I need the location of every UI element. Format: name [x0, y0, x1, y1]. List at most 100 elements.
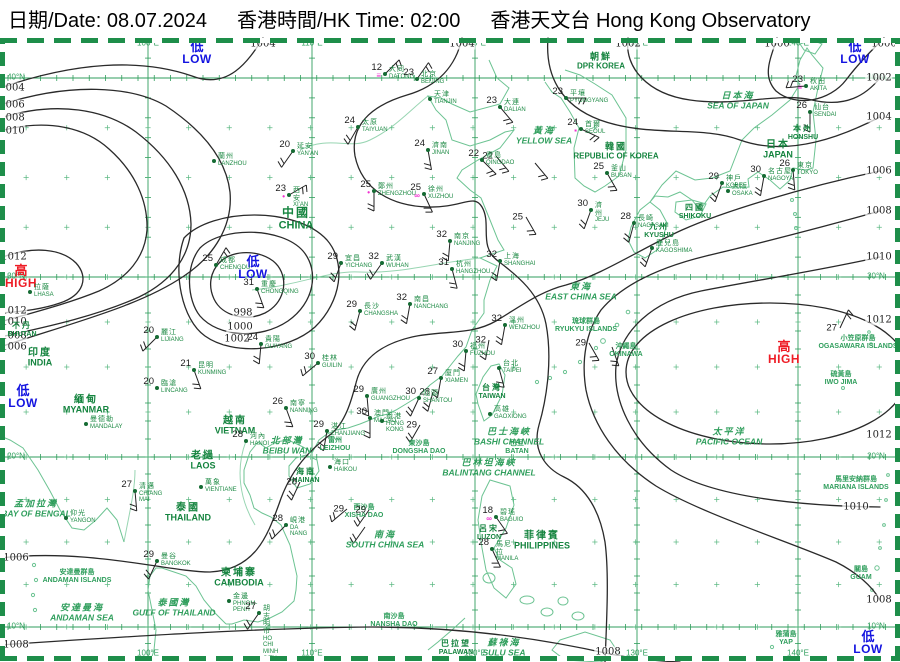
- wind-barb-shaft: [447, 240, 451, 261]
- wind-barb-shaft: [485, 339, 490, 360]
- wind-barb-feather: [803, 128, 811, 133]
- wind-barb-shaft: [499, 106, 514, 123]
- wind-barb-feather: [499, 167, 507, 171]
- wind-barb-shaft: [760, 175, 765, 196]
- map-border-left: [0, 38, 5, 660]
- island-mariana-chain: [769, 473, 890, 650]
- wind-barb-feather: [252, 359, 260, 365]
- wind-barb-feather: [317, 446, 324, 452]
- wind-barb-feather: [496, 381, 504, 384]
- wind-barb-shaft: [357, 509, 370, 527]
- wind-barb-feather: [423, 163, 431, 166]
- wind-barb-feather: [285, 425, 293, 428]
- wind-barb-feather: [407, 406, 413, 413]
- wind-barb-feather: [253, 355, 260, 360]
- river-yangtze: [251, 257, 481, 291]
- isobar-1004-japan: [546, 37, 881, 148]
- title-date: 日期/Date: 08.07.2024: [8, 10, 208, 32]
- wind-barb-feather: [395, 62, 399, 70]
- wind-barb-shaft: [193, 369, 202, 389]
- wind-barb-feather: [255, 302, 263, 305]
- border-vietnam-laos: [239, 440, 256, 526]
- wind-barb-shaft: [410, 397, 420, 417]
- wind-barb-shaft: [285, 407, 294, 427]
- wind-barb-feather: [300, 368, 304, 376]
- wind-barb-shaft: [215, 247, 227, 266]
- wind-barb-feather: [288, 490, 294, 497]
- wind-barb-feather: [589, 135, 596, 141]
- wind-barb-shaft: [583, 209, 592, 229]
- island-ryukyu-chain: [534, 309, 631, 385]
- wind-barb-feather: [405, 436, 411, 443]
- wind-barb-shaft: [495, 516, 508, 534]
- wind-barb-feather: [528, 233, 537, 236]
- wind-barb-feather: [343, 138, 349, 145]
- wind-barb-feather: [423, 402, 430, 408]
- wind-barb-feather: [305, 184, 308, 193]
- wind-barb-feather: [442, 252, 449, 257]
- wind-barb-feather: [489, 173, 497, 178]
- wind-barb-feather: [458, 362, 465, 367]
- isobar-1002-low: [178, 214, 340, 350]
- wind-barb-feather: [318, 441, 325, 447]
- title-time: 香港時間/HK Time: 02:00: [237, 10, 461, 32]
- coastline-japan-honshu: [649, 47, 824, 211]
- coastline-china: [226, 59, 516, 625]
- wind-barb-feather: [609, 189, 618, 192]
- wind-barb-shaft: [347, 126, 359, 145]
- wind-barb-feather: [145, 569, 151, 576]
- wind-barb-feather: [503, 118, 511, 122]
- wind-barb-feather: [641, 257, 648, 264]
- wind-barb-shaft: [606, 172, 618, 191]
- isobar-1006-nw: [0, 88, 231, 348]
- wind-barb-feather: [787, 182, 795, 187]
- wind-barb-shaft: [323, 430, 328, 451]
- island-visayas-4: [571, 611, 585, 621]
- wind-barb-shaft: [786, 85, 807, 89]
- wind-barb-feather: [407, 432, 413, 439]
- wind-barb-shaft: [437, 377, 442, 398]
- wind-barb-feather: [193, 387, 201, 390]
- wind-barb-shaft: [366, 395, 370, 416]
- island-izu-chain: [790, 198, 798, 230]
- isobar-1012-high: [625, 302, 900, 445]
- wind-barb-feather: [428, 62, 433, 69]
- wind-barb-shaft: [501, 324, 506, 345]
- wind-barb-feather: [398, 59, 403, 67]
- wind-barb-feather: [754, 191, 761, 197]
- wind-barb-feather: [789, 80, 794, 88]
- wind-barb-feather: [486, 170, 494, 174]
- wind-barb-shaft: [271, 524, 287, 540]
- wind-barb-shaft: [427, 149, 432, 170]
- wind-barb-shaft: [525, 216, 537, 235]
- wind-barb-shaft: [148, 560, 158, 580]
- wind-barb-feather: [495, 340, 502, 346]
- wind-barb-feather: [332, 512, 336, 520]
- wind-barb-shaft: [714, 182, 723, 202]
- wind-barb-shaft: [451, 268, 458, 289]
- island-mindoro: [482, 572, 496, 584]
- wind-barb-feather: [272, 529, 276, 537]
- wind-barb-feather: [350, 321, 357, 327]
- isobar-1012-hook: [0, 249, 84, 314]
- wind-barb-feather: [268, 532, 273, 540]
- wind-barb-feather: [441, 256, 449, 262]
- map-border-right: [895, 38, 900, 660]
- wind-barb-feather: [803, 124, 811, 129]
- island-visayas-2: [540, 607, 554, 617]
- wind-barb-feather: [580, 219, 587, 226]
- wind-barb-feather: [582, 97, 587, 105]
- wind-barb-feather: [129, 508, 137, 512]
- wind-barb-shaft: [281, 150, 294, 168]
- wind-barb-shaft: [142, 336, 158, 352]
- wind-barb-shaft: [588, 342, 600, 361]
- isobar-1000-japan-wave: [767, 37, 885, 102]
- wind-barb-shaft: [291, 481, 301, 501]
- wind-barb-feather: [623, 237, 630, 243]
- wind-barb-feather: [848, 309, 854, 316]
- island-ogasawara-chain: [841, 330, 873, 390]
- wind-barb-feather: [846, 313, 852, 320]
- wind-barb-feather: [755, 186, 762, 192]
- island-andaman-chain: [30, 562, 39, 613]
